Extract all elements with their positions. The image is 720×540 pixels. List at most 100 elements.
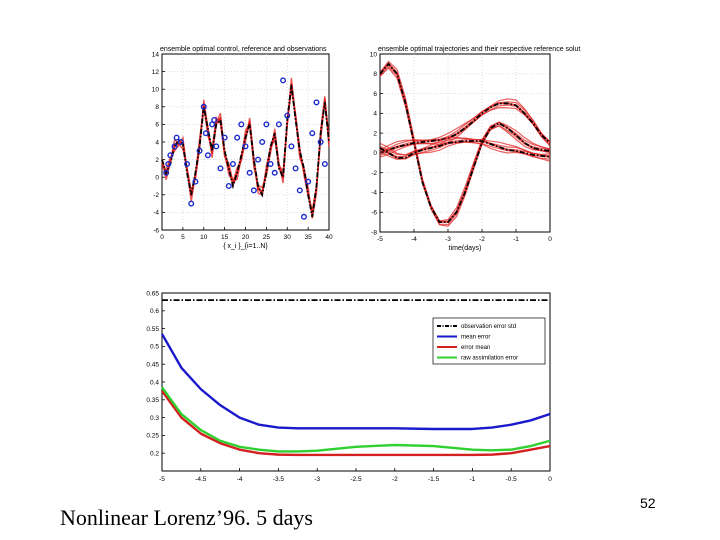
control-observation-point xyxy=(300,213,307,220)
errors-ytick-label: 0.25 xyxy=(146,433,159,440)
control-observation-point xyxy=(238,121,245,128)
errors-line-mean-error xyxy=(160,333,551,431)
control-ytick-label: -6 xyxy=(153,227,159,234)
traj-xtick-label: -5 xyxy=(377,236,383,243)
control-ytick-label: 12 xyxy=(152,69,160,76)
traj-ytick-label: -6 xyxy=(371,209,377,216)
errors-legend-label: raw assimilation error xyxy=(461,356,518,362)
control-xtick-label: 40 xyxy=(325,234,333,241)
errors-xtick-label: -2 xyxy=(392,476,398,483)
control-ytick-label: -2 xyxy=(153,192,159,199)
control-xlabel: { x_i }_{i=1..N} xyxy=(223,243,268,250)
traj-ytick-label: -8 xyxy=(371,229,377,236)
control-ytick-label: 14 xyxy=(152,51,160,58)
control-observation-point xyxy=(173,134,180,141)
control-observation-point xyxy=(211,116,218,123)
control-observation-point xyxy=(192,178,199,185)
trajectory-ensemble-line xyxy=(379,107,551,158)
errors-ytick-label: 0.3 xyxy=(150,415,159,422)
control-observation-point xyxy=(280,77,287,84)
control-observation-point xyxy=(259,138,266,145)
control-observation-point xyxy=(196,147,203,154)
slide-number: 52 xyxy=(640,495,656,511)
errors-line-error-mean xyxy=(161,390,551,457)
errors-series xyxy=(160,299,551,457)
control-xtick-label: 10 xyxy=(200,234,208,241)
control-ytick-label: -4 xyxy=(153,210,159,217)
control-observation-point xyxy=(313,99,320,106)
errors-ytick-label: 0.45 xyxy=(146,361,159,368)
traj-title: ensemble optimal trajectories and their … xyxy=(378,46,580,53)
traj-xtick-label: -4 xyxy=(411,236,417,243)
control-xtick-label: 30 xyxy=(284,234,292,241)
control-observation-point xyxy=(284,112,291,119)
control-observation-point xyxy=(246,169,253,176)
errors-xtick-label: -3.5 xyxy=(273,476,285,483)
control-ytick-label: 10 xyxy=(152,86,160,93)
errors-ytick-label: 0.55 xyxy=(146,326,159,333)
traj-ytick-label: 6 xyxy=(373,91,377,98)
errors-xtick-label: 0 xyxy=(548,476,552,483)
trajectory-ensemble-line xyxy=(379,138,551,158)
control-observation-point xyxy=(271,169,278,176)
control-observation-point xyxy=(171,143,178,150)
trajectory-ensemble-line xyxy=(379,98,551,151)
traj-xtick-label: -2 xyxy=(479,236,485,243)
traj-ytick-label: 4 xyxy=(373,111,377,118)
errors-legend: observation error std mean error error mea… xyxy=(432,317,546,365)
traj-xtick-label: -3 xyxy=(445,236,451,243)
control-observation-point xyxy=(288,143,295,150)
control-observation-point xyxy=(309,130,316,137)
control-observation-point xyxy=(275,121,282,128)
errors-legend-label: mean error xyxy=(461,335,490,341)
control-observation-point xyxy=(242,143,249,150)
control-xtick-label: 25 xyxy=(263,234,271,241)
errors-xtick-label: -3 xyxy=(314,476,320,483)
control-observation-point xyxy=(188,200,195,207)
trajectory-ensemble-line xyxy=(379,101,551,153)
control-observation-point xyxy=(317,138,324,145)
traj-ytick-label: -2 xyxy=(371,170,377,177)
errors-ytick-label: 0.35 xyxy=(146,397,159,404)
control-xtick-label: 15 xyxy=(221,234,229,241)
control-observation-point xyxy=(321,160,328,167)
errors-xtick-label: -2.5 xyxy=(350,476,362,483)
control-observation-point xyxy=(225,182,232,189)
trajectories-series xyxy=(379,60,551,227)
errors-ytick-label: 0.6 xyxy=(150,308,159,315)
errors-legend-box xyxy=(432,317,546,365)
slide-caption: Nonlinear Lorenz’96. 5 days xyxy=(60,505,313,530)
errors-ytick-label: 0.5 xyxy=(150,344,159,351)
traj-ytick-label: -4 xyxy=(371,190,377,197)
errors-xtick-label: -5 xyxy=(159,476,165,483)
control-observation-point xyxy=(234,134,241,141)
control-observation-point xyxy=(163,169,170,176)
control-observation-point xyxy=(213,143,220,150)
errors-legend-label: observation error std xyxy=(461,324,516,330)
control-observation-point xyxy=(200,103,207,110)
control-reference-line xyxy=(161,84,330,217)
traj-ytick-label: 8 xyxy=(373,71,377,78)
errors-xtick-label: -0.5 xyxy=(506,476,518,483)
control-observation-point xyxy=(267,160,274,167)
control-xtick-label: 0 xyxy=(160,234,164,241)
errors-legend-label: error mean xyxy=(461,345,490,351)
traj-ytick-label: 0 xyxy=(373,150,377,157)
errors-xtick-label: -4.5 xyxy=(195,476,207,483)
errors-xtick-label: -1.5 xyxy=(428,476,440,483)
errors-ytick-label: 0.4 xyxy=(150,379,159,386)
control-observation-point xyxy=(296,187,303,194)
trajectory-ensemble-line xyxy=(379,102,551,154)
control-observation-point xyxy=(177,138,184,145)
trajectory-ensemble-line xyxy=(379,136,551,156)
control-series xyxy=(161,77,330,220)
control-observation-point xyxy=(202,130,209,137)
traj-xlabel: time(days) xyxy=(449,245,482,252)
control-xtick-label: 5 xyxy=(181,234,185,241)
control-ytick-label: 6 xyxy=(155,122,159,129)
control-observation-point xyxy=(255,156,262,163)
errors-xtick-label: -4 xyxy=(237,476,243,483)
control-observation-point xyxy=(292,165,299,172)
control-observation-point xyxy=(250,187,257,194)
